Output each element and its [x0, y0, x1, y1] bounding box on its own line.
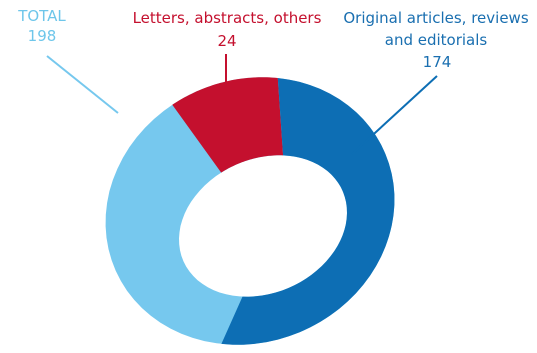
leader-line-original-articles [351, 75, 438, 155]
original-articles-value: 174 [423, 53, 452, 71]
total-value: 198 [28, 27, 57, 45]
donut-slices [105, 77, 395, 345]
letters-label: Letters, abstracts, others [133, 9, 322, 27]
total-label: TOTAL [17, 7, 66, 25]
original-articles-label-line-2: and editorials [385, 31, 488, 49]
donut-slice-original-articles [221, 78, 395, 345]
letters-value: 24 [217, 32, 236, 50]
original-articles-label-line-1: Original articles, reviews [343, 9, 528, 27]
donut-slice-letters [172, 77, 284, 173]
leader-line-total [46, 55, 119, 114]
